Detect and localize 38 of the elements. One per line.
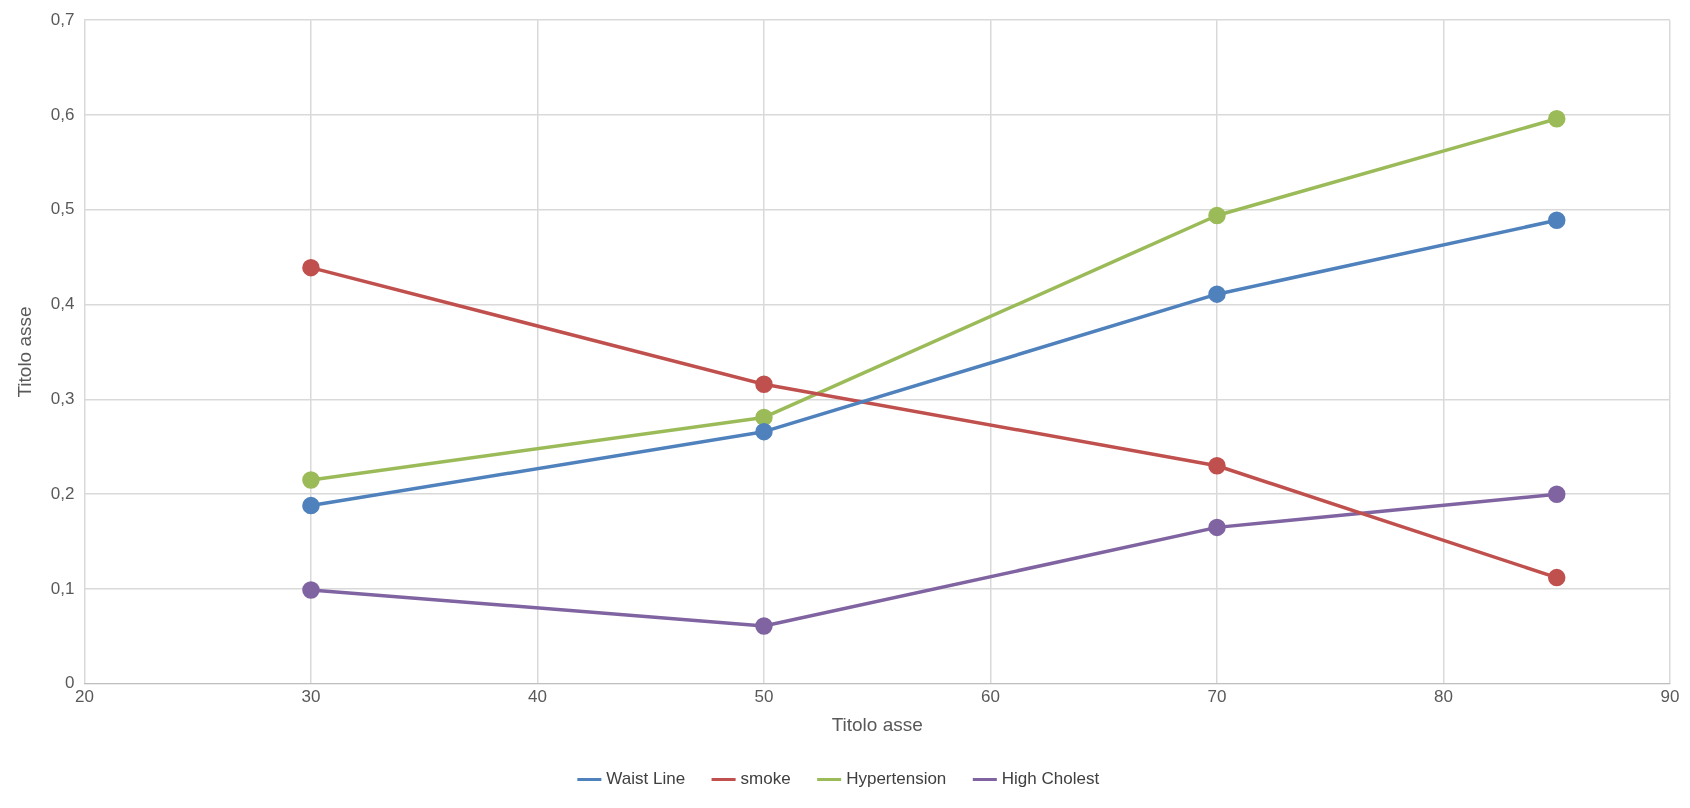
y-tick-label: 0,6 xyxy=(50,104,75,124)
x-tick-label: 50 xyxy=(754,686,774,706)
point xyxy=(755,617,773,635)
point xyxy=(1208,518,1226,537)
point xyxy=(1547,110,1566,128)
x-tick-label: 20 xyxy=(74,686,94,706)
x-tick-label: 60 xyxy=(981,686,1000,706)
point xyxy=(755,422,773,441)
point xyxy=(302,258,320,277)
legend-label: Waist Line xyxy=(606,769,686,789)
x-tick-label: 70 xyxy=(1207,686,1227,706)
y-tick-label: 0 xyxy=(64,673,75,693)
legend-label: Hypertension xyxy=(846,769,947,789)
x-tick-label: 90 xyxy=(1660,686,1680,706)
point xyxy=(1208,457,1226,475)
point xyxy=(302,471,320,489)
y-tick-label: 0,5 xyxy=(50,199,75,219)
point xyxy=(755,375,773,393)
point xyxy=(755,408,773,427)
x-tick-label: 40 xyxy=(527,686,547,706)
point xyxy=(1547,211,1566,229)
x-tick-label: 80 xyxy=(1434,686,1453,706)
point xyxy=(1208,206,1226,225)
point xyxy=(302,581,320,599)
y-tick-label: 0,1 xyxy=(50,578,75,598)
y-tick-label: 0,2 xyxy=(50,483,75,503)
point xyxy=(302,496,320,515)
point xyxy=(1547,568,1566,587)
legend-label: High Cholest xyxy=(1001,769,1100,789)
y-tick-label: 0,3 xyxy=(50,389,75,409)
x-axis-title: Titolo asse xyxy=(831,713,923,735)
x-tick-label: 30 xyxy=(301,686,321,706)
point xyxy=(1208,285,1226,303)
y-tick-label: 0,4 xyxy=(50,294,75,314)
point xyxy=(1547,485,1566,503)
y-axis-title: Titolo asse xyxy=(13,306,35,398)
legend-label: smoke xyxy=(740,769,791,789)
y-tick-label: 0,7 xyxy=(50,9,75,29)
